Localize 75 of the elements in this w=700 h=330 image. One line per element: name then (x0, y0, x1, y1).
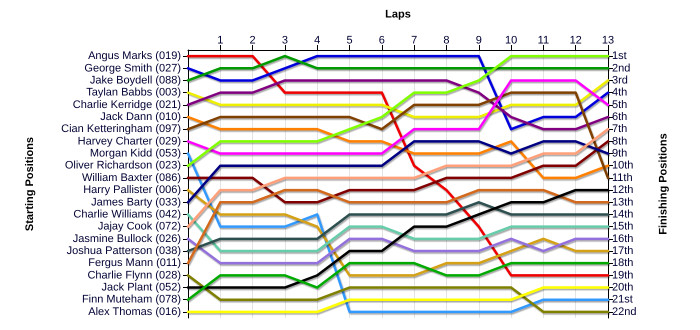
line-series (186, 262, 610, 301)
y-tick-label: 15th (612, 220, 634, 233)
y-tick-label: 21st (612, 294, 633, 306)
x-tick-label: 4 (314, 34, 320, 46)
text: Morgan Kidd (053) (90, 148, 181, 160)
x-tick-label: 1 (217, 34, 224, 46)
y-tick-label: 9th (612, 148, 628, 160)
y-tick-label: 19th (612, 269, 634, 282)
x-tick-label: 8 (443, 34, 450, 46)
y-tick-label: 8th (612, 135, 628, 148)
x-tick-label: 12 (570, 34, 582, 46)
text: Harvey Charter (029) (78, 135, 181, 148)
y-tick-label: 17th (612, 245, 634, 257)
text: Jake Boydell (088) (90, 74, 181, 86)
text: Charlie Kerridge (021) (72, 98, 181, 111)
text: Alex Thomas (016) (88, 306, 181, 318)
y-tick-label: 5th (612, 98, 628, 111)
text: William Baxter (086) (82, 172, 181, 184)
y-tick-label: 13th (612, 196, 634, 208)
text: Finn Muteham (078) (82, 294, 181, 306)
y-tick-label: 6th (612, 111, 628, 123)
y-tick-label: 14th (612, 208, 634, 220)
line-series (186, 91, 610, 180)
x-tick-label: 9 (476, 34, 482, 46)
text: Starting Positions (24, 136, 36, 232)
y-axis-title: Finishing Positions (658, 133, 670, 235)
y-tick-label: 12th (612, 184, 634, 196)
text: Oliver Richardson (023) (64, 160, 181, 172)
text: Jack Plant (052) (102, 282, 181, 294)
line-series (186, 79, 610, 118)
line-series (186, 140, 610, 204)
x-tick-label: 6 (378, 34, 385, 46)
y-tick-label: 18th (612, 257, 634, 270)
y-tick-label: 11th (612, 172, 633, 184)
text: Fergus Mann (011) (88, 257, 181, 270)
y-tick-label: 3rd (612, 74, 628, 86)
x-tick-label: 3 (282, 34, 288, 46)
line-series (186, 54, 610, 167)
text: Harry Pallister (006) (83, 184, 181, 196)
line-series (186, 152, 610, 314)
x-tick-label: 11 (538, 34, 550, 46)
line-series (186, 274, 610, 314)
text: Angus Marks (019) (88, 50, 181, 62)
y-tick-label: 4th (612, 86, 628, 99)
x-tick-label: 2 (250, 34, 256, 46)
y-tick-label: 22nd (612, 306, 636, 318)
line-series (186, 79, 610, 130)
line-series (186, 79, 610, 155)
line-series (186, 54, 610, 277)
y-tick-label: 7th (612, 123, 628, 136)
text: Charlie Flynn (028) (87, 269, 181, 282)
x-tick-label: 5 (346, 34, 353, 46)
line-series (186, 54, 610, 130)
text: George Smith (027) (84, 62, 181, 74)
text: Jack Dann (010) (100, 111, 181, 123)
text: Joshua Patterson (038) (66, 245, 181, 257)
line-series (186, 128, 610, 228)
text: James Barty (033) (91, 196, 181, 208)
y-tick-label: 10th (612, 160, 634, 172)
x-axis-title: Laps (385, 8, 411, 20)
y-tick-label: 1st (612, 50, 627, 62)
text: Jasmine Bullock (026) (72, 232, 181, 245)
line-series (186, 201, 610, 252)
line-series (186, 213, 610, 252)
y-tick-label: 16th (612, 232, 634, 245)
text: Taylan Babbs (003) (86, 86, 181, 99)
text: Jajay Cook (072) (98, 220, 181, 233)
line-series (186, 116, 610, 180)
y-tick-label: 20th (612, 282, 634, 294)
text: Cian Ketteringham (097) (61, 123, 181, 136)
text: Charlie Williams (042) (73, 208, 181, 220)
x-tick-label: 10 (504, 34, 518, 46)
x-tick-label: 13 (602, 34, 614, 46)
x-tick-label: 7 (411, 34, 418, 46)
y-tick-label: 2nd (612, 62, 630, 74)
